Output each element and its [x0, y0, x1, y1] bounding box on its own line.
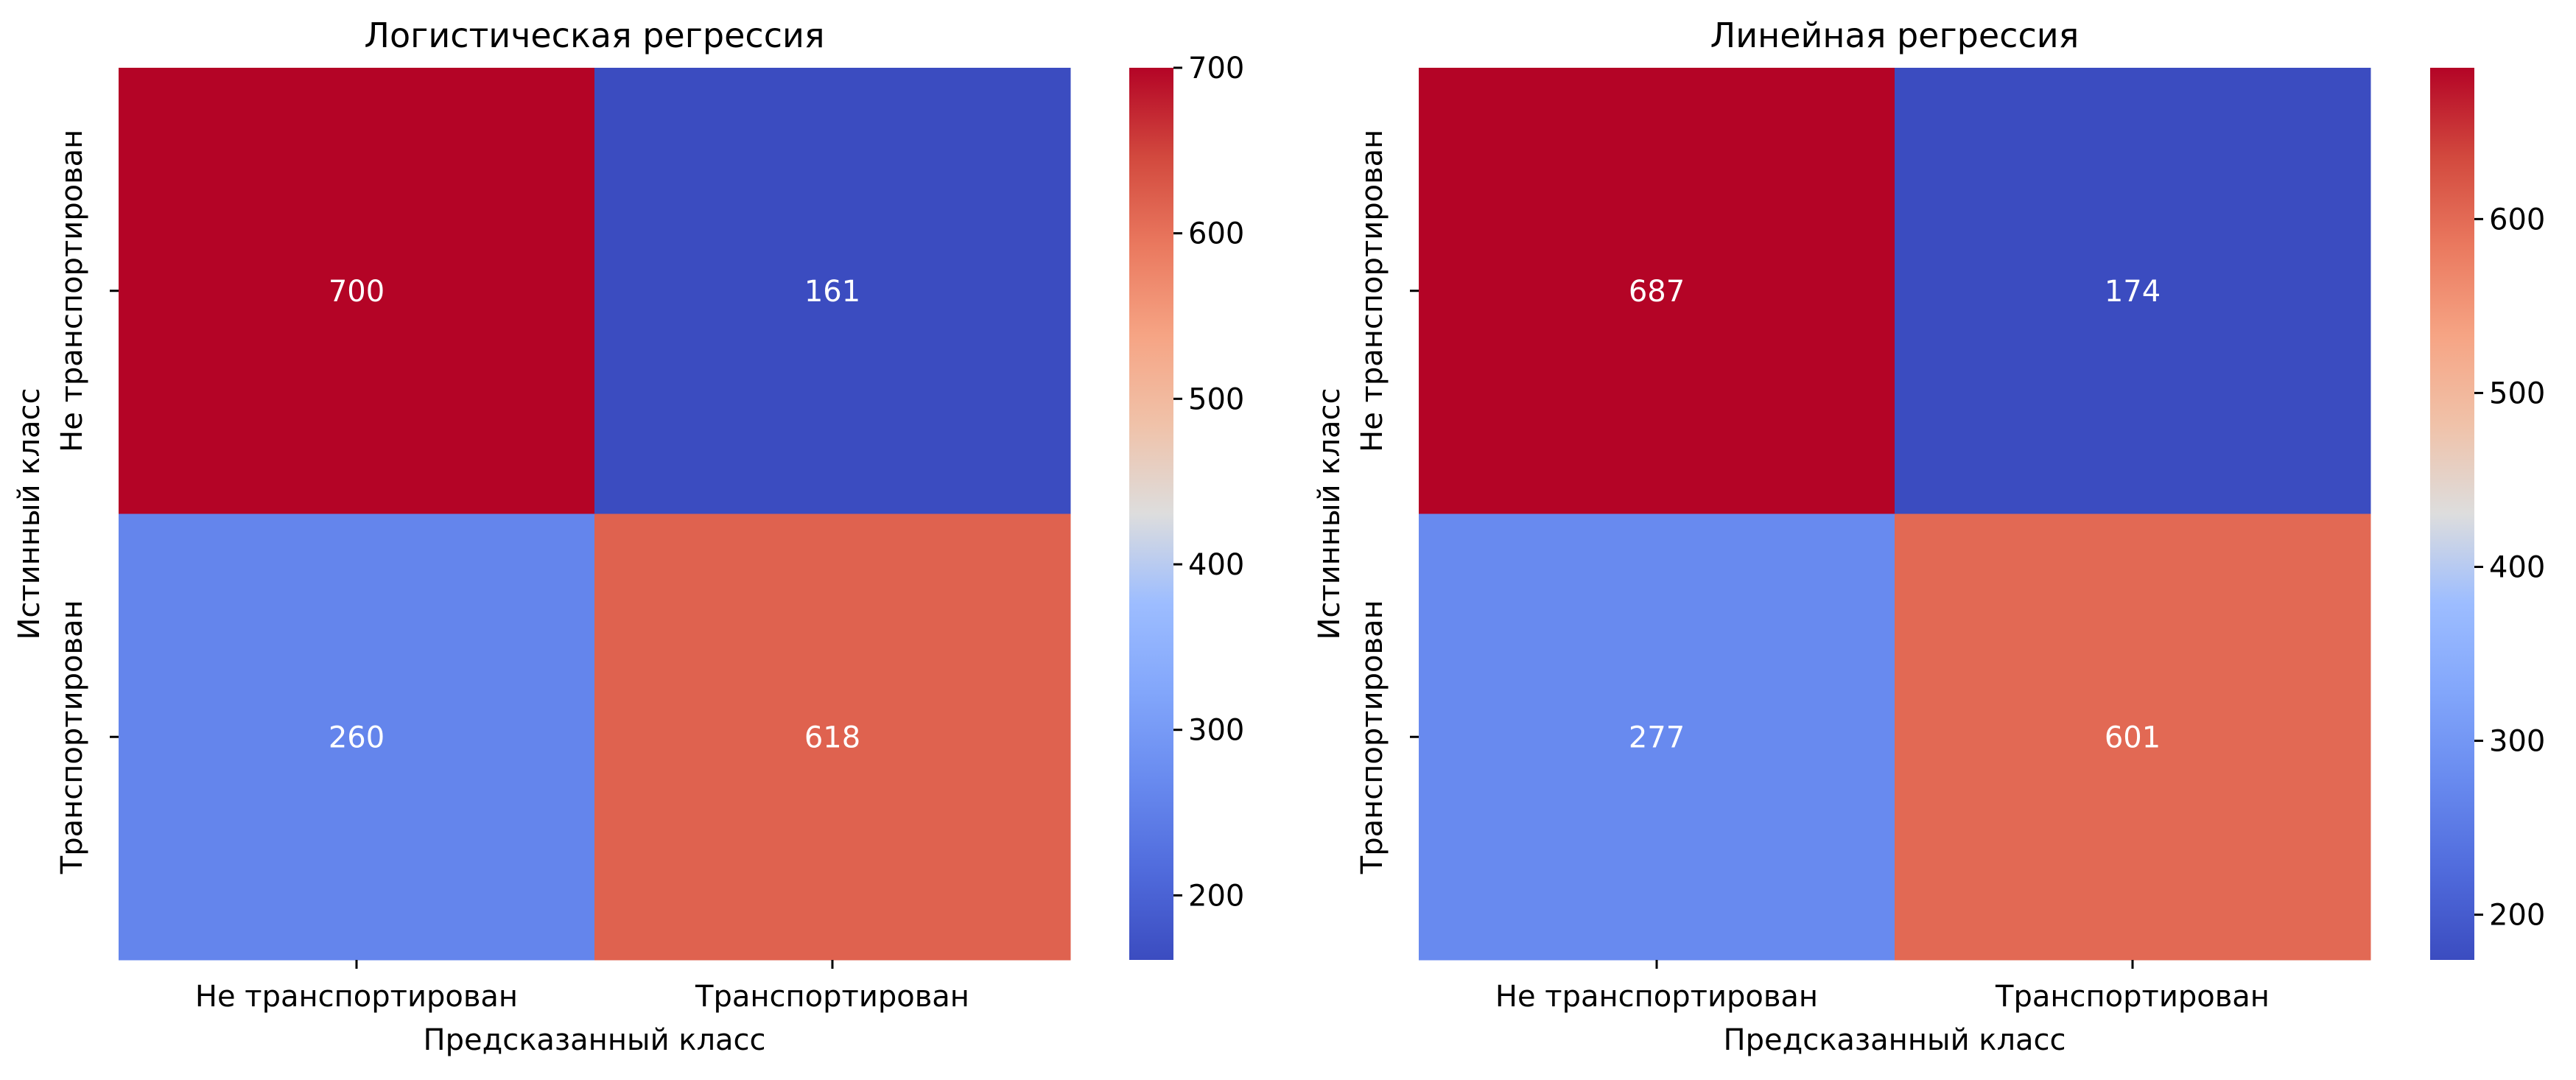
colorbar-tick-label: 300	[1188, 714, 1244, 748]
y-axis-label: Истинный класс	[13, 388, 46, 639]
heatmap-cell	[594, 68, 1071, 514]
y-axis-label: Истинный класс	[1313, 388, 1347, 639]
colorbar-tick-label: 400	[1188, 548, 1244, 582]
heatmap-cell	[1895, 68, 2371, 514]
cell-value-label: 277	[1629, 720, 1685, 754]
cell-value-label: 601	[2105, 720, 2161, 754]
x-tick-label: Не транспортирован	[195, 980, 518, 1014]
heatmap-cell	[594, 513, 1071, 961]
colorbar	[2430, 68, 2474, 960]
colorbar-tick-label: 300	[2489, 725, 2545, 759]
colorbar-tick-label: 500	[1188, 382, 1244, 416]
colorbar-tick-label: 700	[1188, 52, 1244, 85]
colorbar-tick-label: 500	[2489, 376, 2545, 410]
colorbar-tick-label: 200	[2489, 899, 2545, 933]
x-tick-label: Транспортирован	[695, 980, 969, 1014]
heatmap-cell	[119, 513, 595, 961]
chart-title: Линейная регрессия	[1710, 15, 2080, 55]
x-tick-label: Не транспортирован	[1495, 980, 1818, 1014]
colorbar	[1129, 68, 1173, 960]
cell-value-label: 260	[329, 720, 385, 754]
cell-value-label: 174	[2105, 275, 2161, 309]
x-axis-label: Предсказанный класс	[1724, 1023, 2066, 1057]
colorbar-tick-label: 600	[2489, 203, 2545, 236]
y-tick-label: Транспортирован	[1355, 600, 1389, 874]
heatmap-cell	[119, 68, 595, 514]
y-tick-label: Транспортирован	[55, 600, 89, 874]
cell-value-label: 161	[804, 275, 860, 309]
x-axis-label: Предсказанный класс	[424, 1023, 766, 1057]
cell-value-label: 618	[804, 720, 860, 754]
chart-title: Логистическая регрессия	[364, 15, 824, 55]
heatmap-cell	[1419, 68, 1895, 514]
colorbar-tick-label: 600	[1188, 217, 1244, 251]
heatmap-cell	[1895, 513, 2371, 961]
y-tick-label: Не транспортирован	[55, 130, 89, 452]
cell-value-label: 700	[329, 275, 385, 309]
y-tick-label: Не транспортирован	[1355, 130, 1389, 452]
x-tick-label: Транспортирован	[1995, 980, 2270, 1014]
heatmap-cell	[1419, 513, 1895, 961]
colorbar-tick-label: 200	[1188, 879, 1244, 913]
colorbar-tick-label: 400	[2489, 550, 2545, 584]
cell-value-label: 687	[1629, 275, 1685, 309]
